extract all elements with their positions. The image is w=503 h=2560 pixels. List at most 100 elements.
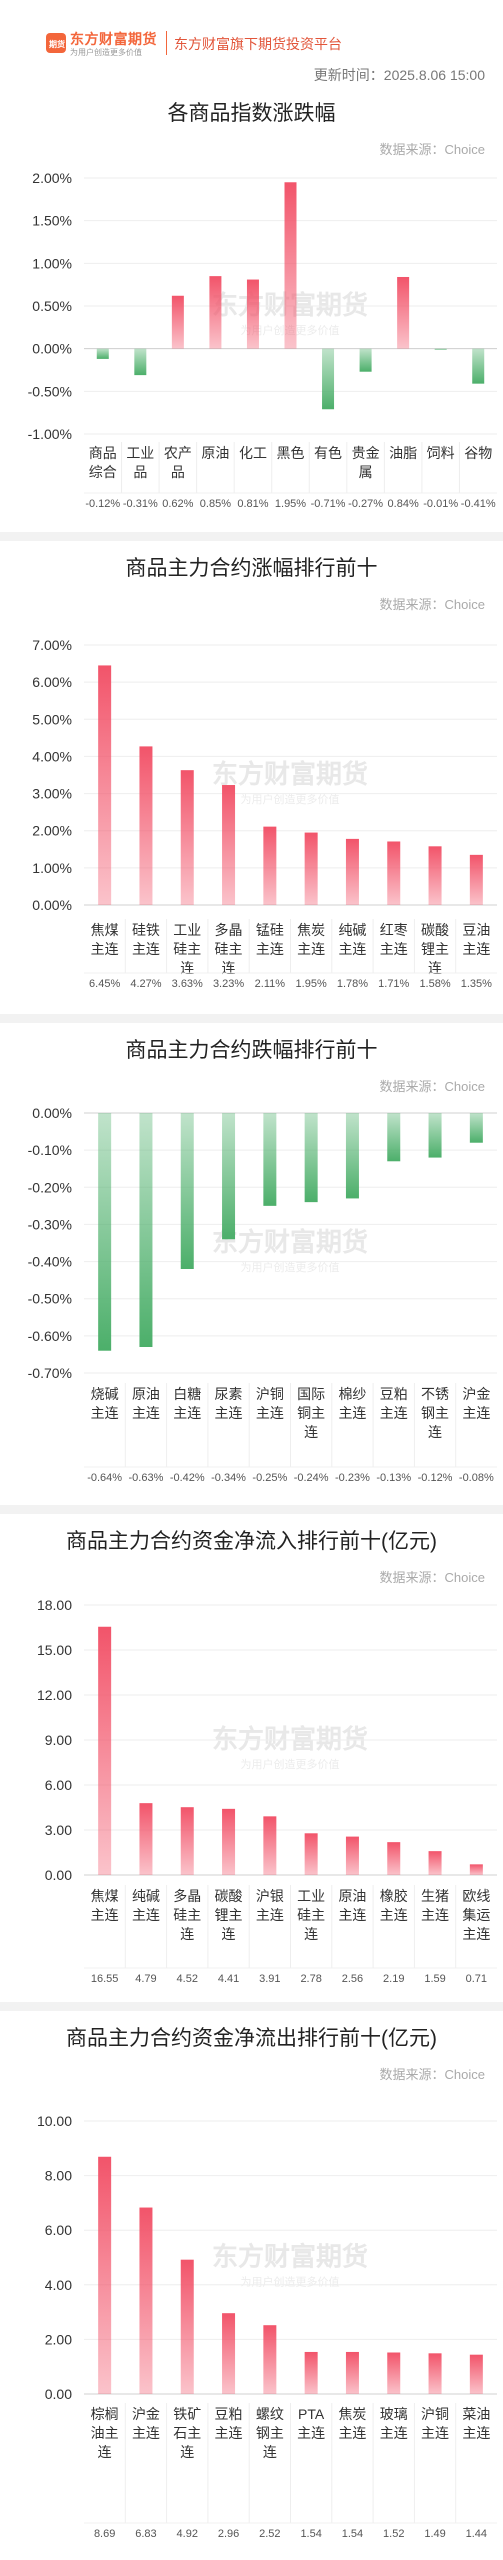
page-header: 期货 东方财富期货 为用户创造更多价值 东方财富旗下期货投资平台 更新时间：20… [0, 0, 503, 86]
chart-title: 商品主力合约资金净流出排行前十(亿元) [66, 2027, 437, 2050]
category-label: 油脂 [389, 445, 417, 461]
platform-title: 东方财富旗下期货投资平台 [174, 36, 342, 52]
bar [345, 1113, 359, 1199]
category-label: 沪铜主连 [256, 1386, 284, 1421]
value-label: -0.13% [376, 1472, 411, 1484]
value-label: 2.19 [383, 1973, 404, 1985]
y-tick-label: 18.00 [37, 1597, 72, 1613]
y-tick-label: 5.00% [32, 711, 72, 727]
category-label: 工业硅主连 [297, 1888, 325, 1942]
bar [139, 2207, 153, 2394]
bar [428, 846, 442, 905]
value-label: 2.56 [342, 1973, 363, 1985]
value-label: 1.52 [383, 2528, 404, 2540]
data-source-label: 数据来源：Choice [380, 1570, 485, 1585]
brand-slogan: 为用户创造更多价值 [70, 48, 142, 57]
chart-net-outflow: 商品主力合约资金净流出排行前十(亿元) 数据来源：Choice 东方财富期货为用户创… [37, 2027, 497, 2540]
y-tick-label: -0.10% [28, 1142, 72, 1158]
category-label: 焦炭主连 [338, 2406, 366, 2441]
y-tick-label: 1.50% [32, 213, 72, 229]
bar [345, 838, 359, 905]
y-tick-label: 2.00% [32, 823, 72, 839]
bar [387, 2352, 401, 2394]
watermark-brand: 东方财富期货 [212, 759, 368, 789]
bar [98, 2156, 112, 2394]
bar [263, 1816, 277, 1875]
watermark-slogan: 为用户创造更多价值 [241, 1757, 340, 1771]
y-tick-label: 0.00% [32, 341, 72, 357]
bar [304, 2351, 318, 2394]
watermark-brand: 东方财富期货 [212, 2242, 368, 2272]
category-label: 沪金主连 [132, 2406, 160, 2441]
value-label: -0.12% [418, 1472, 453, 1484]
brand-name: 东方财富期货 [70, 31, 157, 47]
category-label: 商品综合 [89, 445, 117, 480]
bar [284, 182, 297, 349]
watermark-brand: 东方财富期货 [212, 1724, 368, 1754]
value-label: -0.64% [87, 1472, 122, 1484]
y-tick-label: -1.00% [28, 426, 72, 442]
value-label: 0.85% [200, 498, 231, 510]
y-tick-label: 9.00 [45, 1732, 72, 1748]
category-label: 白糖主连 [173, 1386, 201, 1421]
section-divider [0, 1014, 503, 1023]
chart-title: 各商品指数涨跌幅 [168, 102, 336, 125]
header-separator [166, 31, 167, 55]
bar [98, 1626, 112, 1875]
value-label: 1.59 [424, 1973, 445, 1985]
category-label: 原油主连 [338, 1888, 366, 1923]
category-label: 豆粕主连 [215, 2406, 243, 2441]
value-label: 0.81% [237, 498, 268, 510]
category-label: 农产品 [164, 445, 192, 480]
chart-index-change: 各商品指数涨跌幅数据来源：Choice东方财富期货为用户创造更多价值2.00%1… [28, 102, 497, 510]
category-label: 红枣主连 [380, 922, 408, 957]
bar [345, 1836, 359, 1875]
bar [359, 348, 372, 372]
value-label: 1.78% [337, 978, 368, 990]
value-label: 1.71% [378, 978, 409, 990]
y-tick-label: 3.00% [32, 786, 72, 802]
value-label: 0.84% [388, 498, 419, 510]
category-label: 尿素主连 [215, 1386, 243, 1421]
chart-section-top-gainers: 商品主力合约涨幅排行前十 数据来源：Choice 东方财富期货 为用户创造更多价值 7.… [0, 541, 503, 1014]
value-label: 4.41 [218, 1973, 239, 1985]
value-label: -0.08% [459, 1472, 494, 1484]
y-tick-label: 1.00% [32, 255, 72, 271]
category-label: 玻璃主连 [380, 2406, 408, 2441]
bar [222, 785, 236, 905]
value-label: 4.52 [177, 1973, 198, 1985]
chart-net-inflow: 商品主力合约资金净流入排行前十(亿元) 数据来源：Choice 东方财富期货为用户创… [37, 1530, 497, 1985]
bar [180, 770, 194, 905]
bar [387, 841, 401, 905]
value-label: 0.71 [466, 1973, 487, 1985]
category-label: 多晶硅主连 [173, 1888, 201, 1942]
bar [469, 854, 483, 905]
y-tick-label: -0.60% [28, 1328, 72, 1344]
bar [171, 295, 184, 349]
bar [387, 1113, 401, 1162]
category-label: 国际铜主连 [297, 1386, 325, 1440]
bar [180, 2259, 194, 2394]
bar [304, 1833, 318, 1875]
value-label: 4.79 [135, 1973, 156, 1985]
value-label: 1.58% [419, 978, 450, 990]
bar [96, 348, 109, 359]
value-label: -0.01% [423, 498, 458, 510]
category-label: 螺纹钢主连 [256, 2406, 284, 2460]
bar [304, 832, 318, 905]
y-tick-label: 2.00% [32, 170, 72, 186]
value-label: 2.11% [255, 978, 286, 990]
value-label: -0.42% [170, 1472, 205, 1484]
section-divider [0, 1505, 503, 1514]
chart-section-top-losers: 商品主力合约跌幅排行前十 数据来源：Choice 东方财富期货 为用户创造更多价值 0.… [0, 1023, 503, 1505]
category-label: 有色 [314, 445, 342, 461]
value-label: -0.34% [211, 1472, 246, 1484]
y-tick-label: 8.00 [45, 2168, 72, 2184]
bar [263, 826, 277, 905]
category-label: 棕榈油主连 [91, 2406, 119, 2460]
chart-section-net-inflow: 商品主力合约资金净流入排行前十(亿元) 数据来源：Choice 东方财富期货 为用户创… [0, 1514, 503, 2002]
value-label: 1.49 [424, 2528, 445, 2540]
value-label: 6.83 [135, 2528, 156, 2540]
bar [397, 276, 410, 349]
bar [180, 1113, 194, 1269]
